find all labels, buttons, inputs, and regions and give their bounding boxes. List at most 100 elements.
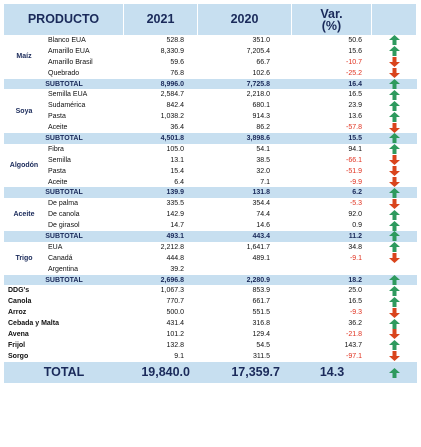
- trend-cell: [372, 253, 417, 264]
- value-2020: 66.7: [256, 58, 270, 66]
- value-2020: 74.4: [256, 211, 270, 219]
- value-var: 23.9: [348, 102, 362, 110]
- row-label: Cebada y Malta: [8, 320, 59, 328]
- table-row: De canola 142.9 74.4 92.0: [4, 209, 417, 220]
- trend-cell: [372, 177, 417, 188]
- table-row: Semilla 13.1 38.5 -66.1: [4, 155, 417, 166]
- trend-cell: [372, 285, 417, 296]
- value-2021: 76.8: [170, 69, 184, 77]
- value-2021: 8,330.9: [160, 47, 184, 55]
- header-2021: 2021: [124, 4, 198, 35]
- table-row: De girasol 14.7 14.6 0.9: [4, 220, 417, 231]
- value-var: 11.2: [292, 231, 372, 242]
- row-label: Aceite: [48, 178, 68, 186]
- value-var: 16.5: [348, 298, 362, 306]
- header-2020: 2020: [198, 4, 292, 35]
- trend-cell: [372, 340, 417, 351]
- value-2020: 489.1: [252, 254, 270, 262]
- trend-cell: [372, 198, 417, 209]
- value-var: 36.2: [348, 320, 362, 328]
- row-label: De girasol: [48, 222, 80, 230]
- table-row: Amarillo Brasil 59.6 66.7 -10.7: [4, 57, 417, 68]
- value-2020: 443.4: [198, 231, 292, 242]
- trend-cell: [372, 361, 417, 383]
- value-2020: 32.0: [256, 167, 270, 175]
- value-var: 15.6: [348, 47, 362, 55]
- row-label: Semilla EUA: [48, 91, 88, 99]
- row-label: Amarillo EUA: [48, 47, 90, 55]
- header-producto: PRODUCTO: [4, 4, 124, 35]
- value-var: 15.5: [292, 133, 372, 144]
- row-label: De canola: [48, 211, 80, 219]
- arrow-up-icon: [389, 79, 400, 89]
- row-label: Avena: [8, 330, 29, 338]
- arrow-down-icon: [389, 166, 400, 177]
- value-2021: 431.4: [166, 320, 184, 328]
- subtotal-row: SUBTOTAL 493.1 443.4 11.2: [4, 231, 417, 242]
- value-2021: 2,696.8: [124, 274, 198, 286]
- table-row: Aceite De palma 335.5 354.4 -5.3: [4, 198, 417, 218]
- value-2020: 680.1: [252, 102, 270, 110]
- arrow-up-icon: [389, 220, 400, 231]
- row-label: Sorgo: [8, 352, 29, 360]
- trend-cell: [372, 274, 417, 286]
- arrow-up-icon: [389, 144, 400, 155]
- table-row: Soya Semilla EUA 2,584.7 2,218.0 16.5: [4, 89, 417, 115]
- value-2020: 54.5: [256, 341, 270, 349]
- value-var: 0.9: [352, 222, 362, 230]
- table-row: Maíz Blanco EUA 528.8 351.0 50.6: [4, 35, 417, 60]
- value-var: -66.1: [346, 156, 362, 164]
- value-var: 16.4: [292, 78, 372, 90]
- value-2021: 39.2: [170, 265, 184, 273]
- trend-cell: [372, 329, 417, 340]
- row-label: Argentina: [48, 265, 78, 273]
- value-2021: 1,038.2: [160, 113, 184, 121]
- table-row: Canola 770.7 661.7 16.5: [4, 296, 417, 307]
- table-row: Aceite 36.4 86.2 -57.8: [4, 122, 417, 133]
- trend-cell: [372, 46, 417, 57]
- arrow-down-icon: [389, 329, 400, 340]
- arrow-up-icon: [389, 133, 400, 144]
- row-label: Pasta: [48, 167, 66, 175]
- row-label: Amarillo Brasil: [48, 58, 93, 66]
- row-label: EUA: [48, 243, 63, 251]
- trend-cell: [372, 166, 417, 177]
- value-2021: 2,212.8: [160, 243, 184, 251]
- value-2021: 9.1: [174, 352, 184, 360]
- value-2021: 19,840.0: [124, 361, 198, 383]
- table-row: Argentina 39.2: [4, 264, 417, 275]
- table-row: Pasta 15.4 32.0 -51.9: [4, 166, 417, 177]
- trend-cell: [372, 220, 417, 231]
- table-row: Sudamérica 842.4 680.1 23.9: [4, 100, 417, 111]
- arrow-down-icon: [389, 253, 400, 264]
- value-var: -21.8: [346, 330, 362, 338]
- row-label: Sudamérica: [48, 102, 86, 110]
- trend-cell: [372, 133, 417, 144]
- value-2020: 86.2: [256, 124, 270, 132]
- trend-cell: [372, 296, 417, 307]
- arrow-up-icon: [389, 187, 400, 198]
- table-row: Frijol 132.8 54.5 143.7: [4, 340, 417, 351]
- trend-cell: [372, 209, 417, 220]
- trend-cell: [372, 35, 417, 46]
- row-label: De palma: [48, 200, 78, 208]
- trend-cell: [372, 122, 417, 133]
- value-2020: 1,641.7: [246, 243, 270, 251]
- trend-cell: [372, 155, 417, 166]
- trend-cell: [372, 264, 417, 275]
- value-2020: 551.5: [252, 309, 270, 317]
- subtotal-label: SUBTOTAL: [4, 231, 124, 242]
- row-label: Frijol: [8, 341, 26, 349]
- group-label: Aceite: [13, 211, 35, 219]
- value-2021: 2,584.7: [160, 91, 184, 99]
- header-var-line2: (%): [321, 18, 342, 33]
- value-2020: 853.9: [252, 287, 270, 295]
- arrow-down-icon: [389, 122, 400, 133]
- value-2021: 493.1: [124, 231, 198, 242]
- arrow-down-icon: [389, 155, 400, 166]
- value-2021: 13.1: [170, 156, 184, 164]
- trend-cell: [372, 100, 417, 111]
- arrow-up-icon: [389, 318, 400, 329]
- value-2020: 102.6: [252, 69, 270, 77]
